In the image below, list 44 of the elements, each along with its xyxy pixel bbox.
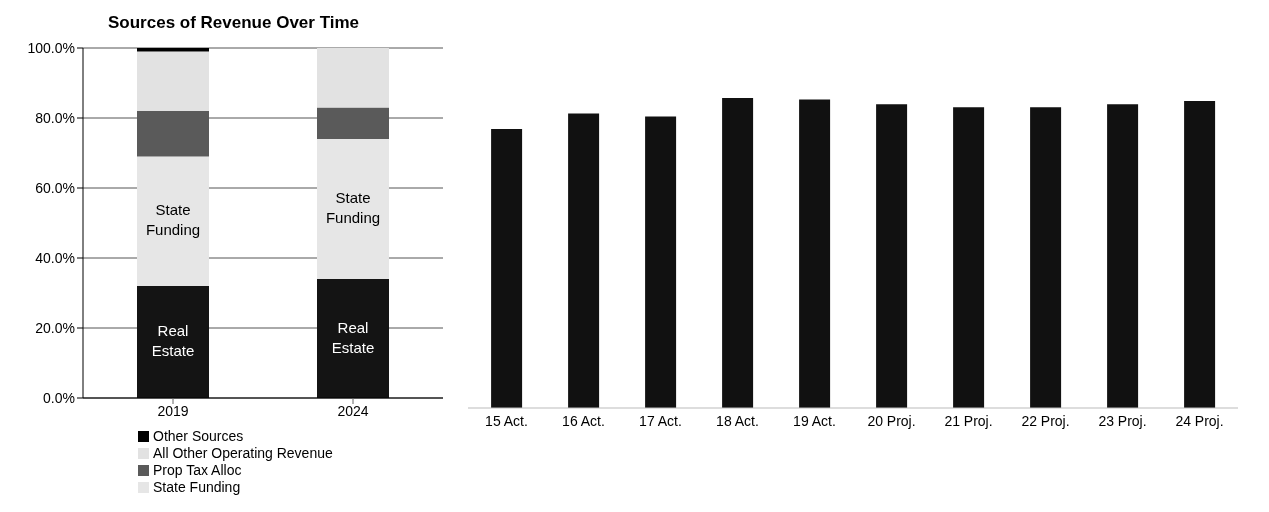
bar <box>317 48 389 108</box>
x-tick-label: 2019 <box>157 402 189 419</box>
y-tick-label: 0.0% <box>43 389 75 406</box>
y-tick-label: 60.0% <box>35 179 75 196</box>
text: State Funding <box>145 201 201 239</box>
bar <box>799 99 831 408</box>
bar <box>137 156 209 286</box>
bar <box>1184 101 1216 408</box>
x-tick-label: 24 Proj. <box>1175 412 1224 429</box>
bar <box>491 129 523 408</box>
x-tick-label: 15 Act. <box>485 412 528 429</box>
x-tick-label: 2024 <box>337 402 369 419</box>
bar <box>568 113 600 408</box>
x-tick-label: 16 Act. <box>562 412 605 429</box>
y-tick-label: 40.0% <box>35 249 75 266</box>
bar <box>1030 107 1062 408</box>
bar <box>137 48 209 52</box>
legend-label: Other Sources <box>153 428 244 445</box>
text: State Funding <box>325 188 381 226</box>
x-tick-label: 18 Act. <box>716 412 759 429</box>
chart-title: Sources of Revenue Over Time <box>107 12 360 34</box>
bar <box>876 104 908 408</box>
legend-label: State Funding <box>153 479 241 496</box>
bar <box>137 286 209 398</box>
bar <box>645 116 677 408</box>
x-tick-label: 19 Act. <box>793 412 836 429</box>
y-tick-label: 20.0% <box>35 319 75 336</box>
bar <box>722 98 754 408</box>
legend-label: Prop Tax Alloc <box>153 462 242 479</box>
x-tick-label: 20 Proj. <box>867 412 916 429</box>
legend-label: All Other Operating Revenue <box>153 445 333 462</box>
x-tick-label: 23 Proj. <box>1098 412 1147 429</box>
x-tick-label: 21 Proj. <box>944 412 993 429</box>
bar <box>1107 104 1139 408</box>
x-tick-label: 17 Act. <box>639 412 682 429</box>
text: Real Estate <box>331 318 375 356</box>
y-tick-label: 80.0% <box>35 109 75 126</box>
bar <box>317 279 389 398</box>
x-tick-label: 22 Proj. <box>1021 412 1070 429</box>
bar <box>953 107 985 408</box>
bar <box>137 51 209 111</box>
series-label: Real Estate <box>151 321 195 359</box>
y-tick-label: 100.0% <box>27 39 75 56</box>
bar <box>317 139 389 279</box>
